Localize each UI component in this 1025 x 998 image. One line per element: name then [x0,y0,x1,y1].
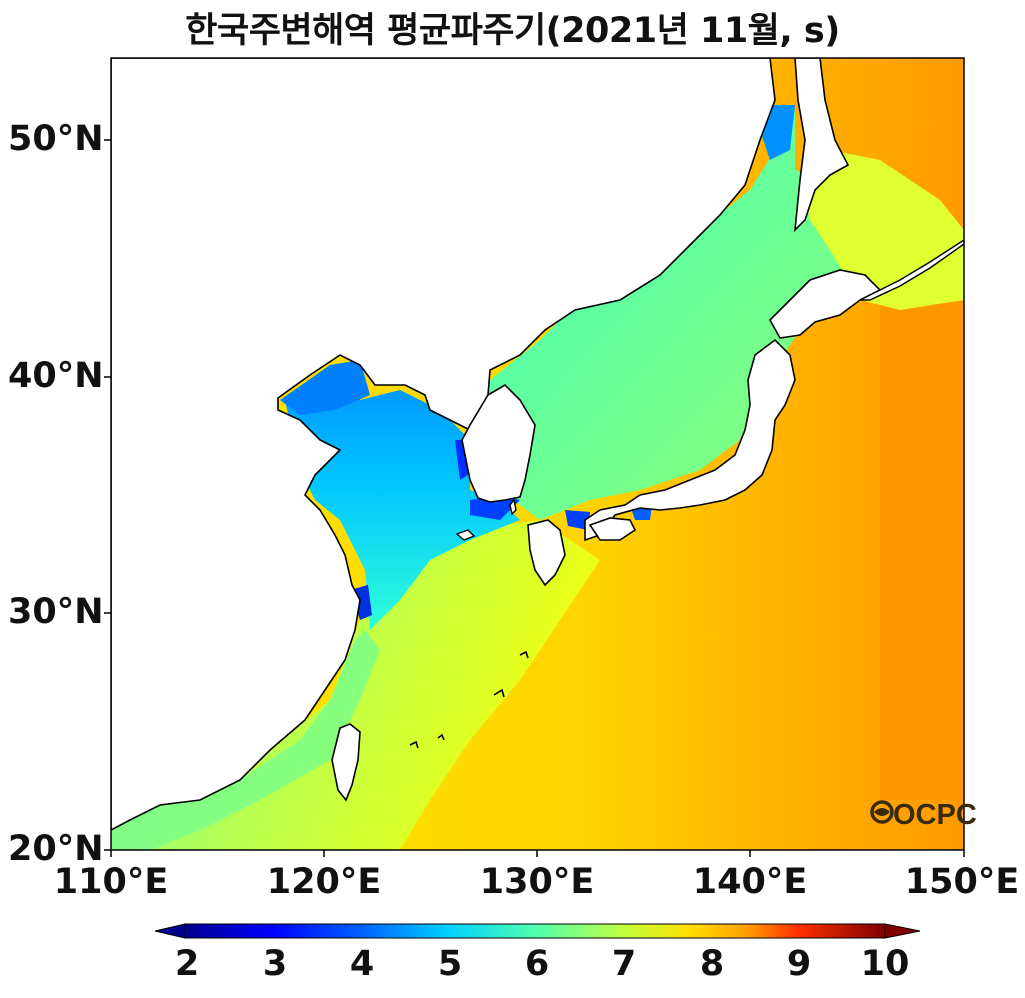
cb-tick-6: 6 [524,944,550,984]
cb-tick-2: 2 [174,944,200,984]
x-tick-120e: 120°E [266,862,382,902]
kyushu [527,519,566,587]
korea-south-coast-low [470,495,520,520]
colorbar-extend-high [884,923,921,939]
x-tick-110e: 110°E [53,862,169,902]
taiwan [331,723,361,802]
jeju-island [455,529,476,541]
sakhalin [793,58,850,233]
cb-tick-7: 7 [611,944,637,984]
ocpc-logo [870,800,894,824]
x-tick-130e: 130°E [479,862,595,902]
shikoku [588,517,637,541]
pacific-east-field [880,240,964,800]
cb-tick-3: 3 [262,944,288,984]
south-china-coast-field [111,630,380,850]
seto-low [565,510,590,530]
east-sea-field [470,110,860,520]
cb-tick-10: 10 [860,944,910,984]
honshu [584,338,796,542]
tsushima [509,498,517,516]
y-tick-50n: 50°N [8,119,104,159]
korean-peninsula [461,383,536,503]
colorbar-body [184,923,886,939]
x-tick-150e: 150°E [904,862,1020,902]
asia-mainland [111,58,776,831]
bohai-field [280,360,370,415]
cb-tick-9: 9 [786,944,812,984]
ocpc-watermark: OCPC [893,799,977,831]
cb-tick-4: 4 [349,944,375,984]
cb-tick-8: 8 [699,944,725,984]
axis-tick-marks [104,139,965,857]
y-tick-30n: 30°N [8,592,104,632]
colorbar-extend-low [154,923,186,939]
ryukyu-islands [409,650,529,749]
yellow-sea-field [285,370,520,630]
y-tick-20n: 20°N [8,829,104,869]
x-tick-140e: 140°E [692,862,808,902]
colorbar [154,923,921,939]
y-tick-40n: 40°N [8,356,104,396]
kuril-arc [859,239,964,301]
cb-tick-5: 5 [437,944,463,984]
chart-title: 한국주변해역 평균파주기(2021년 11월, s) [185,11,840,51]
